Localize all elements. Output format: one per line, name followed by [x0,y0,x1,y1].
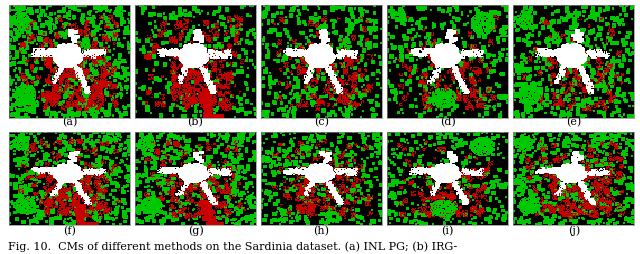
Text: (h): (h) [314,225,330,235]
Text: (d): (d) [440,117,456,127]
Text: (i): (i) [442,225,454,235]
Text: Fig. 10.  CMs of different methods on the Sardinia dataset. (a) INL PG; (b) IRG-: Fig. 10. CMs of different methods on the… [8,241,457,251]
Text: (j): (j) [568,225,580,235]
Text: (a): (a) [61,117,77,127]
Text: (f): (f) [63,225,76,235]
Text: (b): (b) [188,117,204,127]
Text: (e): (e) [566,117,581,127]
Text: (c): (c) [314,117,329,127]
Text: (g): (g) [188,225,204,235]
